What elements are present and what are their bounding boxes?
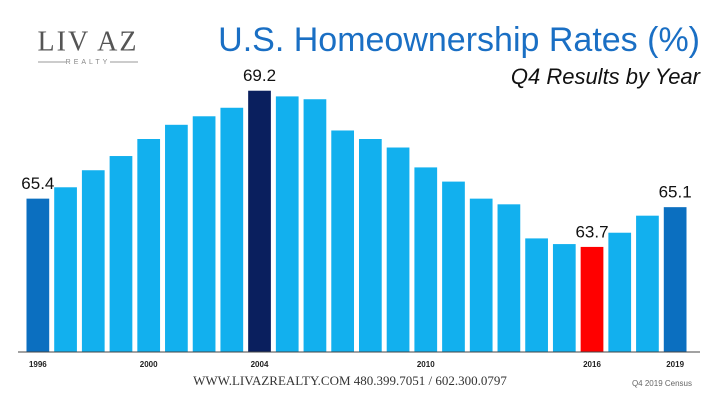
bar bbox=[358, 139, 382, 352]
bar bbox=[192, 116, 216, 352]
bar bbox=[303, 99, 327, 353]
x-tick-label: 1996 bbox=[29, 360, 47, 369]
bar bbox=[386, 147, 410, 352]
footer: WWW.LIVAZREALTY.COM 480.399.7051 / 602.3… bbox=[193, 373, 507, 388]
bar bbox=[165, 124, 188, 352]
x-tick-label: 2010 bbox=[417, 360, 435, 369]
data-label: 65.1 bbox=[659, 183, 692, 202]
bar bbox=[636, 215, 659, 352]
bar bbox=[608, 232, 632, 352]
x-tick-label: 2000 bbox=[140, 360, 158, 369]
bar bbox=[109, 156, 133, 352]
x-tick-label: 2019 bbox=[666, 360, 684, 369]
bar bbox=[54, 187, 77, 352]
bar bbox=[81, 170, 105, 352]
bar bbox=[275, 96, 299, 353]
bar bbox=[248, 90, 271, 352]
source: Q4 2019 Census bbox=[632, 379, 692, 388]
logo-sub: REALTY bbox=[66, 59, 111, 66]
bar bbox=[525, 238, 548, 352]
data-label: 65.4 bbox=[21, 174, 54, 193]
data-label: 69.2 bbox=[243, 66, 276, 85]
bar bbox=[26, 198, 50, 352]
bar bbox=[552, 244, 576, 352]
bar bbox=[414, 167, 438, 352]
bar bbox=[331, 130, 355, 352]
chart-subtitle: Q4 Results by Year bbox=[511, 64, 702, 89]
x-tick-label: 2004 bbox=[251, 360, 269, 369]
logo: LIV AZ bbox=[38, 26, 139, 57]
bar bbox=[442, 181, 465, 352]
bar bbox=[469, 198, 493, 352]
bar bbox=[580, 246, 604, 352]
x-tick-label: 2016 bbox=[583, 360, 601, 369]
bar bbox=[220, 107, 244, 352]
chart-title: U.S. Homeownership Rates (%) bbox=[218, 21, 700, 59]
data-label: 63.7 bbox=[575, 222, 608, 241]
bar bbox=[663, 207, 687, 352]
bar bbox=[497, 204, 521, 352]
bar bbox=[137, 139, 161, 352]
